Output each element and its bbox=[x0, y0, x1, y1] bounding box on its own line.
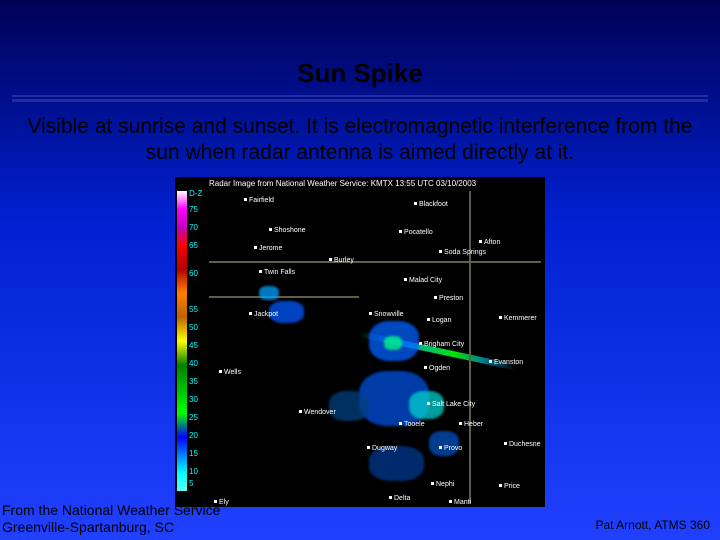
city-label: Ogden bbox=[424, 365, 450, 372]
city-label: Preston bbox=[434, 295, 463, 302]
dbz-tick: 25 bbox=[189, 413, 198, 422]
precip-echo bbox=[259, 286, 279, 300]
dbz-tick: D-Z bbox=[189, 189, 202, 198]
city-label: Nephi bbox=[431, 481, 454, 488]
slide-title: Sun Spike bbox=[0, 0, 720, 95]
city-label: Price bbox=[499, 483, 520, 490]
city-label: Kemmerer bbox=[499, 315, 537, 322]
dbz-tick: 65 bbox=[189, 241, 198, 250]
footer-left-line2: Greenville-Spartanburg, SC bbox=[2, 519, 220, 536]
city-label: Afton bbox=[479, 239, 500, 246]
dbz-tick: 10 bbox=[189, 467, 198, 476]
dbz-tick: 20 bbox=[189, 431, 198, 440]
city-label: Fairfield bbox=[244, 197, 274, 204]
dbz-tick: 50 bbox=[189, 323, 198, 332]
city-label: Wendover bbox=[299, 409, 336, 416]
dbz-tick: 75 bbox=[189, 205, 198, 214]
city-label: Twin Falls bbox=[259, 269, 295, 276]
precip-echo bbox=[329, 391, 369, 421]
footer-credit-left: From the National Weather Service Greenv… bbox=[2, 502, 220, 536]
dbz-tick: 55 bbox=[189, 305, 198, 314]
footer-left-line1: From the National Weather Service bbox=[2, 502, 220, 519]
precip-echo bbox=[429, 431, 459, 456]
state-boundary bbox=[209, 296, 359, 298]
city-label: Heber bbox=[459, 421, 483, 428]
dbz-tick: 5 bbox=[189, 479, 193, 488]
dbz-tick: 15 bbox=[189, 449, 198, 458]
city-label: Manti bbox=[449, 499, 471, 506]
dbz-tick: 45 bbox=[189, 341, 198, 350]
city-label: Brigham City bbox=[419, 341, 464, 348]
radar-image: Radar Image from National Weather Servic… bbox=[175, 177, 545, 507]
city-label: Jerome bbox=[254, 245, 282, 252]
city-label: Logan bbox=[427, 317, 451, 324]
dbz-tick: 60 bbox=[189, 269, 198, 278]
city-label: Burley bbox=[329, 257, 354, 264]
city-label: Provo bbox=[439, 445, 462, 452]
precip-echo bbox=[384, 336, 402, 350]
reflectivity-colorbar bbox=[177, 191, 187, 491]
city-label: Jackpot bbox=[249, 311, 278, 318]
city-label: Evanston bbox=[489, 359, 523, 366]
state-boundary bbox=[209, 261, 541, 263]
dbz-tick: 40 bbox=[189, 359, 198, 368]
city-label: Snowville bbox=[369, 311, 404, 318]
dbz-tick: 30 bbox=[189, 395, 198, 404]
city-label: Delta bbox=[389, 495, 410, 502]
city-label: Salt Lake City bbox=[427, 401, 475, 408]
city-label: Soda Springs bbox=[439, 249, 486, 256]
city-label: Dugway bbox=[367, 445, 397, 452]
city-label: Tooele bbox=[399, 421, 425, 428]
radar-map: Fairfield Blackfoot Shoshone Pocatello Jerom… bbox=[209, 191, 541, 503]
divider-thin bbox=[12, 95, 708, 97]
slide-subtitle: Visible at sunrise and sunset. It is ele… bbox=[0, 102, 720, 173]
state-boundary bbox=[469, 191, 471, 503]
city-label: Malad City bbox=[404, 277, 442, 284]
dbz-tick: 70 bbox=[189, 223, 198, 232]
footer-credit-right: Pat Arnott, ATMS 360 bbox=[595, 518, 710, 532]
city-label: Wells bbox=[219, 369, 241, 376]
city-label: Blackfoot bbox=[414, 201, 448, 208]
radar-caption: Radar Image from National Weather Servic… bbox=[209, 179, 476, 188]
dbz-tick: 35 bbox=[189, 377, 198, 386]
city-label: Pocatello bbox=[399, 229, 433, 236]
city-label: Duchesne bbox=[504, 441, 541, 448]
city-label: Shoshone bbox=[269, 227, 306, 234]
